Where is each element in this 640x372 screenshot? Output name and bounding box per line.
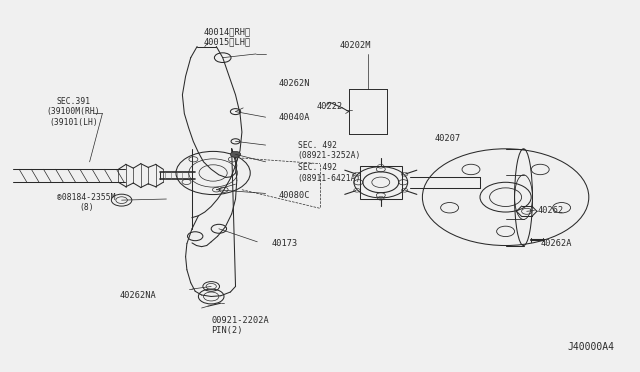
Text: 00921-2202A
PIN(2): 00921-2202A PIN(2) bbox=[211, 316, 269, 335]
Text: 40080C: 40080C bbox=[278, 191, 310, 200]
Text: 40040A: 40040A bbox=[278, 113, 310, 122]
Text: 40202M: 40202M bbox=[339, 41, 371, 50]
Text: 40262A: 40262A bbox=[541, 239, 572, 248]
Text: 40207: 40207 bbox=[435, 134, 461, 143]
Text: 40262N: 40262N bbox=[278, 79, 310, 88]
Text: 40014〈RH〉
40015〈LH〉: 40014〈RH〉 40015〈LH〉 bbox=[204, 27, 251, 46]
Text: SEC.391
(39100M(RH)
(39101(LH): SEC.391 (39100M(RH) (39101(LH) bbox=[47, 97, 100, 126]
Text: 40173: 40173 bbox=[272, 239, 298, 248]
Text: SEC. 492
(08911-6421A): SEC. 492 (08911-6421A) bbox=[298, 163, 361, 183]
Text: ®08184-2355M
(8): ®08184-2355M (8) bbox=[57, 193, 116, 212]
Text: 40262: 40262 bbox=[538, 206, 564, 215]
Text: J40000A4: J40000A4 bbox=[568, 341, 614, 352]
Text: SEC. 492
(08921-3252A): SEC. 492 (08921-3252A) bbox=[298, 141, 361, 160]
Text: 40222: 40222 bbox=[316, 102, 342, 110]
Circle shape bbox=[230, 151, 241, 157]
Text: 40262NA: 40262NA bbox=[120, 291, 157, 300]
